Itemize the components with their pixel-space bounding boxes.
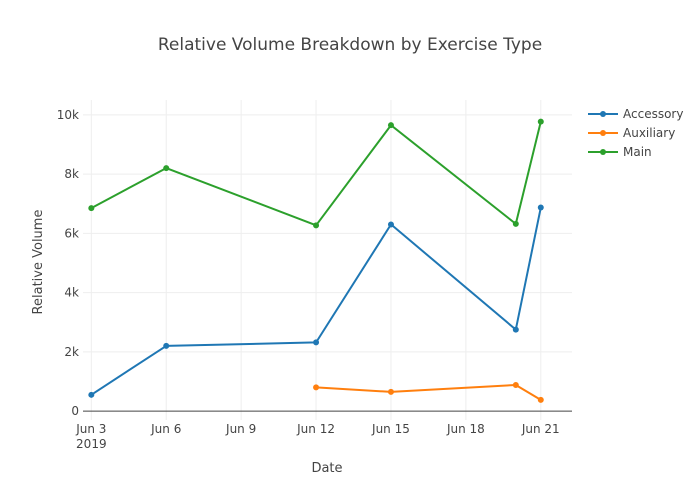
data-point-accessory <box>387 221 394 228</box>
legend-marker-main <box>600 149 606 155</box>
data-point-main <box>537 118 544 125</box>
grid <box>83 100 572 420</box>
x-year-label: 2019 <box>76 437 107 451</box>
x-tick-label: Jun 15 <box>371 422 410 436</box>
y-axis-title: Relative Volume <box>31 210 46 315</box>
data-point-accessory <box>313 339 320 346</box>
series-line-auxiliary <box>316 384 542 401</box>
data-point-auxiliary <box>512 382 519 389</box>
series-line-accessory <box>90 207 542 396</box>
legend-marker-accessory <box>600 111 606 117</box>
y-tick-label: 8k <box>64 167 79 181</box>
x-tick-label: Jun 21 <box>521 422 560 436</box>
x-tick-label: Jun 18 <box>446 422 485 436</box>
legend-label-accessory: Accessory <box>623 107 683 121</box>
data-point-main <box>512 220 519 227</box>
axes: Jun 3 Jun 6 Jun 9 Jun 12 Jun 15 Jun 18 Jun 21 2… <box>57 108 560 451</box>
y-tick-label: 6k <box>64 226 79 240</box>
legend: Accessory Auxiliary Main <box>588 107 683 159</box>
data-point-accessory <box>163 342 170 349</box>
x-tick-label: Jun 9 <box>225 422 256 436</box>
data-point-auxiliary <box>313 384 320 391</box>
y-tick-label: 2k <box>64 345 79 359</box>
data-point-auxiliary <box>387 388 394 395</box>
x-tick-label: Jun 6 <box>150 422 181 436</box>
chart-title: Relative Volume Breakdown by Exercise Ty… <box>158 35 542 55</box>
data-point-main <box>163 165 170 172</box>
plot-area <box>88 118 544 403</box>
data-point-accessory <box>512 326 519 333</box>
data-point-main <box>88 205 95 212</box>
data-point-accessory <box>537 204 544 211</box>
data-point-main <box>313 222 320 229</box>
data-point-main <box>387 122 394 129</box>
legend-label-auxiliary: Auxiliary <box>623 126 675 140</box>
y-tick-label: 4k <box>64 286 79 300</box>
x-tick-label: Jun 12 <box>296 422 335 436</box>
legend-marker-auxiliary <box>600 130 606 136</box>
x-tick-label: Jun 3 <box>75 422 106 436</box>
y-tick-label: 0 <box>71 404 79 418</box>
data-point-auxiliary <box>537 396 544 403</box>
data-point-accessory <box>88 391 95 398</box>
x-axis-title: Date <box>311 461 342 476</box>
series-line-main <box>90 121 542 227</box>
y-tick-label: 10k <box>57 108 79 122</box>
legend-label-main: Main <box>623 145 652 159</box>
